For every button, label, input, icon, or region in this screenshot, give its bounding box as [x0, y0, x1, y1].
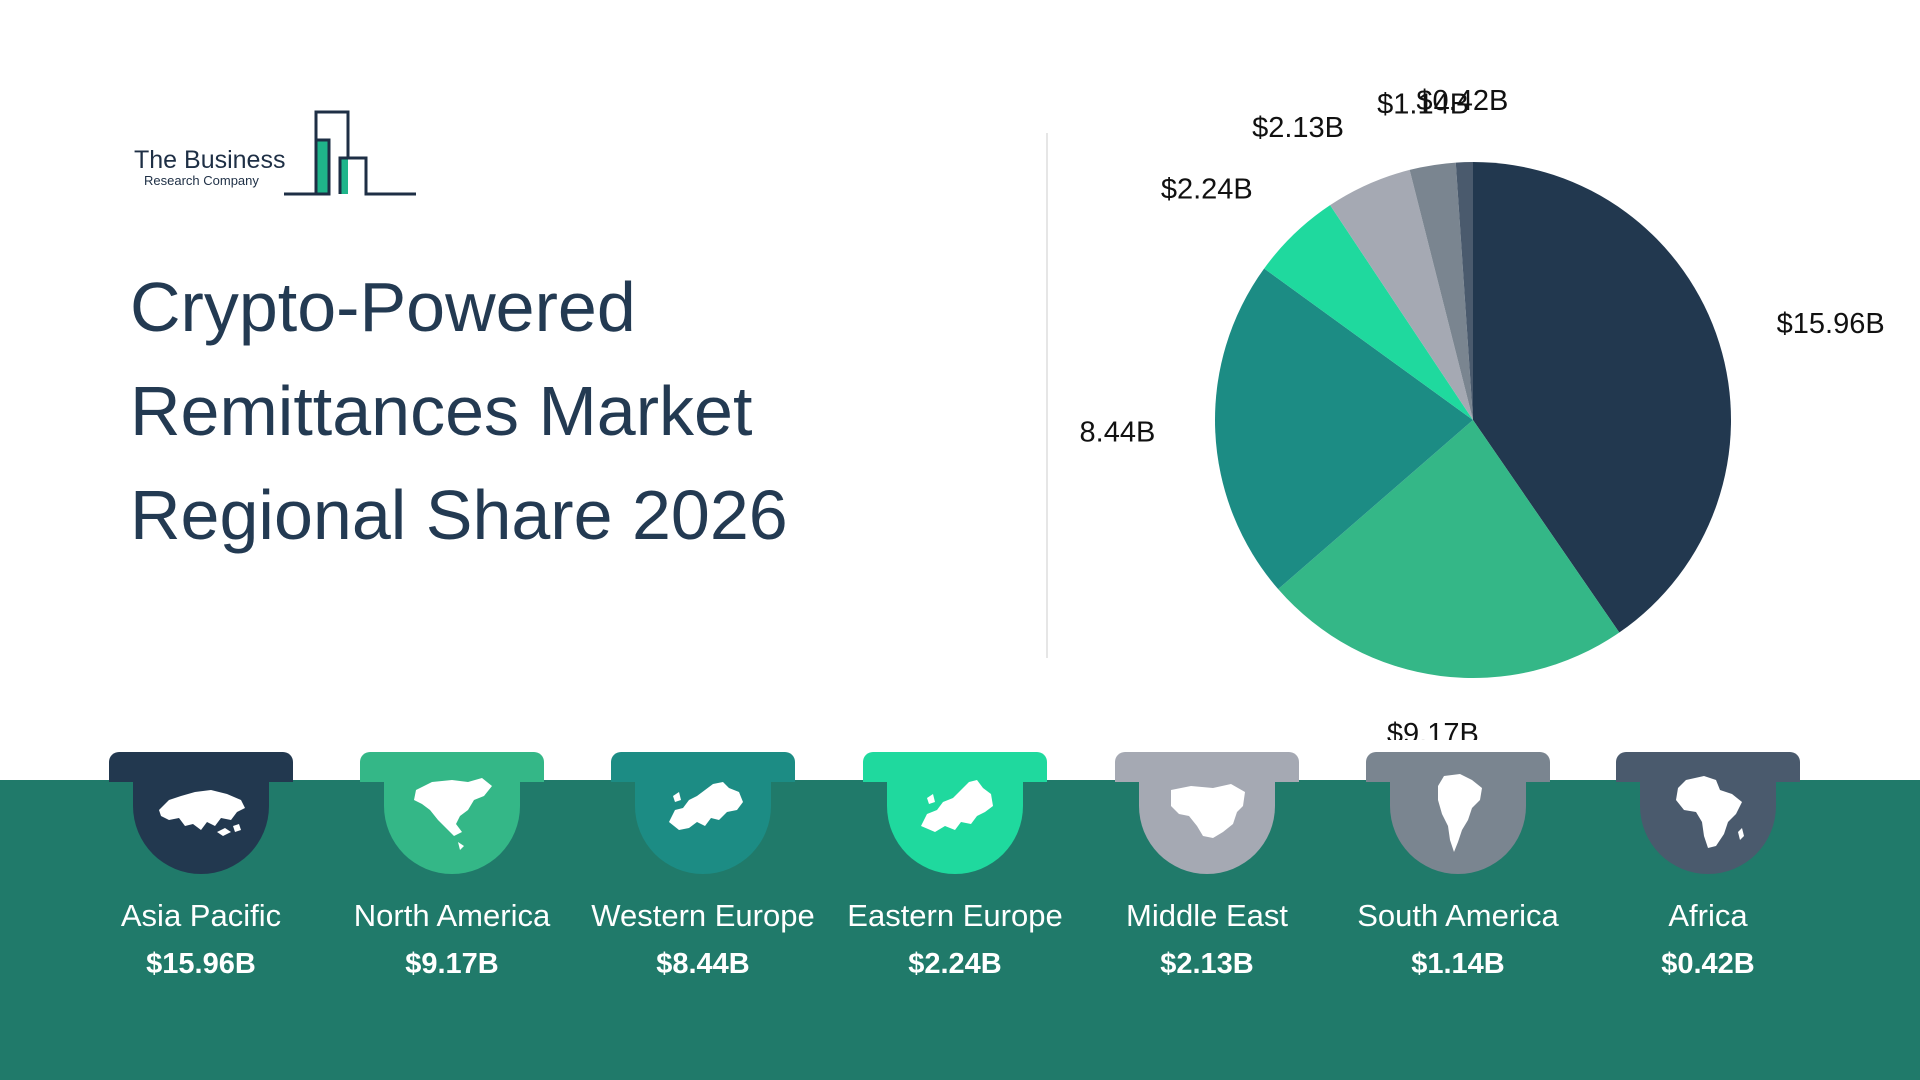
region-card-africa: Africa $0.42B	[1613, 752, 1803, 1080]
region-value: $8.44B	[656, 948, 750, 980]
region-value: $15.96B	[146, 948, 256, 980]
region-card-north-america: North America $9.17B	[354, 752, 550, 1080]
pie-label-north-america: $9.17B	[1387, 718, 1479, 740]
pie-slices	[1215, 162, 1731, 678]
logo-subtitle: Research Company	[144, 173, 259, 188]
region-name: Eastern Europe	[847, 898, 1063, 933]
region-shield	[1139, 752, 1275, 874]
page-title: Crypto-Powered Remittances Market Region…	[130, 255, 890, 567]
logo-buildings-icon	[284, 110, 416, 196]
eastern-europe-map-icon	[921, 780, 993, 832]
pie-labels: $15.96B $9.17B $8.44B $2.24B $2.13B $1.14B$0.…	[1080, 85, 1885, 740]
region-name: Asia Pacific	[120, 898, 282, 933]
region-name: South America	[1357, 898, 1559, 933]
pie-slice-south-america	[1409, 162, 1473, 420]
pie-label-asia-pacific: $15.96B	[1777, 308, 1885, 340]
region-shield	[635, 752, 771, 874]
region-value: $2.24B	[908, 948, 1002, 980]
region-name: Middle East	[1126, 898, 1288, 933]
region-card-eastern-europe: Eastern Europe $2.24B	[847, 752, 1063, 1080]
pie-chart: $15.96B $9.17B $8.44B $2.24B $2.13B $1.14B$0.…	[1080, 85, 1885, 740]
pie-slice-north-america	[1278, 420, 1620, 678]
region-value: $0.42B	[1661, 948, 1755, 980]
pie-slice-africa	[1455, 162, 1473, 420]
asia-map-icon	[159, 790, 245, 836]
region-name: Western Europe	[591, 898, 815, 933]
pie-slice-eastern-europe	[1264, 205, 1473, 420]
region-shield	[1640, 752, 1776, 874]
north-america-map-icon	[414, 778, 492, 850]
region-shield	[133, 752, 269, 874]
logo-name: The Business	[134, 146, 286, 174]
title-line-3: Regional Share 2026	[130, 476, 788, 554]
pie-label-western-europe: $8.44B	[1080, 417, 1155, 449]
region-name: North America	[353, 898, 551, 933]
pie-slice-western-europe	[1215, 268, 1473, 590]
south-america-map-icon	[1438, 774, 1482, 852]
pie-label-eastern-europe: $2.24B	[1161, 173, 1253, 205]
pie-slice-middle-east	[1330, 169, 1473, 420]
region-shield	[1390, 752, 1526, 874]
region-card-middle-east: Middle East $2.13B	[1112, 752, 1302, 1080]
region-card-western-europe: Western Europe $8.44B	[591, 752, 815, 1080]
pie-slice-asia-pacific	[1473, 162, 1731, 633]
title-line-2: Remittances Market	[130, 372, 753, 450]
africa-map-icon	[1676, 776, 1744, 848]
region-shield	[384, 752, 520, 874]
middle-east-map-icon	[1171, 784, 1245, 838]
region-name: Africa	[1668, 898, 1748, 933]
pie-label-south-america: $1.14B	[1377, 89, 1469, 121]
region-card-south-america: South America $1.14B	[1357, 752, 1559, 1080]
region-value: $1.14B	[1411, 948, 1505, 980]
pie-label-africa: $0.42B	[1416, 85, 1508, 117]
region-shield	[887, 752, 1023, 874]
region-value: $9.17B	[405, 948, 499, 980]
vertical-divider	[1046, 133, 1048, 658]
region-card-asia-pacific: Asia Pacific $15.96B	[106, 752, 296, 1080]
company-logo: The Business Research Company	[134, 108, 424, 198]
title-line-1: Crypto-Powered	[130, 268, 636, 346]
western-europe-map-icon	[669, 782, 743, 830]
pie-label-middle-east: $2.13B	[1252, 112, 1344, 144]
region-value: $2.13B	[1160, 948, 1254, 980]
